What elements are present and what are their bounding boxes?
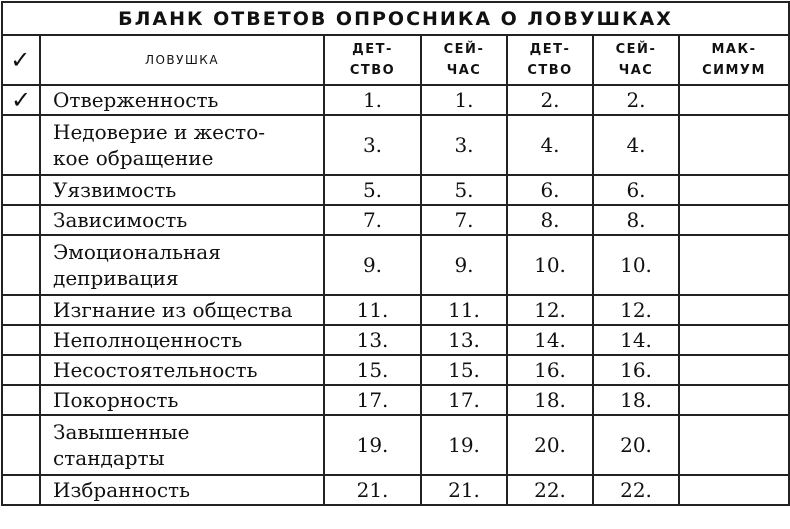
trap-name: Избранность (39, 474, 325, 506)
max-cell[interactable] (678, 174, 790, 206)
question-number: 5. (323, 174, 422, 206)
table-row: Зависимость 7. 7. 8. 8. (1, 204, 790, 236)
max-cell[interactable] (678, 294, 790, 326)
check-cell[interactable] (1, 204, 41, 236)
table-row: Неполноценность 13. 13. 14. 14. (1, 324, 790, 356)
question-number: 3. (323, 114, 422, 176)
trap-name: Уязвимость (39, 174, 325, 206)
question-number: 11. (323, 294, 422, 326)
max-cell[interactable] (678, 204, 790, 236)
table-row: Покорность 17. 17. 18. 18. (1, 384, 790, 416)
question-number: 6. (506, 174, 594, 206)
check-cell[interactable] (1, 474, 41, 506)
question-number: 6. (592, 174, 680, 206)
trap-name: Завышенные стандарты (39, 414, 325, 476)
check-cell[interactable] (1, 324, 41, 356)
max-cell[interactable] (678, 414, 790, 476)
question-number: 1. (323, 84, 422, 116)
question-number: 19. (420, 414, 508, 476)
check-cell[interactable] (1, 414, 41, 476)
header-childhood-1: Дет-ство (323, 34, 422, 86)
max-cell[interactable] (678, 114, 790, 176)
question-number: 20. (592, 414, 680, 476)
question-number: 18. (592, 384, 680, 416)
table-row: ✓ Отверженность 1. 1. 2. 2. (1, 84, 790, 116)
question-number: 13. (420, 324, 508, 356)
question-number: 9. (420, 234, 508, 296)
question-number: 12. (592, 294, 680, 326)
question-number: 13. (323, 324, 422, 356)
table-row: Завышенные стандарты 19. 19. 20. 20. (1, 414, 790, 476)
form-title: БЛАНК ОТВЕТОВ ОПРОСНИКА О ЛОВУШКАХ (1, 1, 790, 36)
header-childhood-2: Дет-ство (506, 34, 594, 86)
question-number: 16. (592, 354, 680, 386)
trap-name: Зависимость (39, 204, 325, 236)
question-number: 20. (506, 414, 594, 476)
question-number: 17. (323, 384, 422, 416)
trap-name: Эмоциональная депривация (39, 234, 325, 296)
table-row: Эмоциональная депривация 9. 9. 10. 10. (1, 234, 790, 296)
question-number: 1. (420, 84, 508, 116)
table-row: Несостоятельность 15. 15. 16. 16. (1, 354, 790, 386)
question-number: 10. (592, 234, 680, 296)
question-number: 2. (592, 84, 680, 116)
header-trap: Ловушка (39, 34, 325, 86)
trap-name: Покорность (39, 384, 325, 416)
question-number: 16. (506, 354, 594, 386)
max-cell[interactable] (678, 384, 790, 416)
question-number: 4. (592, 114, 680, 176)
answer-table: БЛАНК ОТВЕТОВ ОПРОСНИКА О ЛОВУШКАХ ✓ Лов… (1, 1, 790, 506)
check-cell[interactable] (1, 354, 41, 386)
question-number: 7. (323, 204, 422, 236)
question-number: 8. (506, 204, 594, 236)
check-cell[interactable] (1, 174, 41, 206)
table-row: Изгнание из общества 11. 11. 12. 12. (1, 294, 790, 326)
question-number: 21. (323, 474, 422, 506)
question-number: 3. (420, 114, 508, 176)
question-number: 5. (420, 174, 508, 206)
trap-name: Изгнание из общества (39, 294, 325, 326)
question-number: 7. (420, 204, 508, 236)
trap-name: Недоверие и жесто-кое обращение (39, 114, 325, 176)
trap-name: Отверженность (39, 84, 325, 116)
max-cell[interactable] (678, 354, 790, 386)
question-number: 22. (592, 474, 680, 506)
check-cell[interactable] (1, 294, 41, 326)
check-mark-icon: ✓ (1, 34, 41, 86)
table-row: Избранность 21. 21. 22. 22. (1, 474, 790, 506)
max-cell[interactable] (678, 84, 790, 116)
max-cell[interactable] (678, 234, 790, 296)
question-number: 21. (420, 474, 508, 506)
trap-name: Неполноценность (39, 324, 325, 356)
question-number: 19. (323, 414, 422, 476)
question-number: 18. (506, 384, 594, 416)
question-number: 10. (506, 234, 594, 296)
check-cell[interactable] (1, 384, 41, 416)
question-number: 22. (506, 474, 594, 506)
max-cell[interactable] (678, 324, 790, 356)
question-number: 2. (506, 84, 594, 116)
question-number: 8. (592, 204, 680, 236)
question-number: 15. (420, 354, 508, 386)
question-number: 14. (506, 324, 594, 356)
question-number: 9. (323, 234, 422, 296)
question-number: 15. (323, 354, 422, 386)
check-cell[interactable] (1, 234, 41, 296)
header-now-2: Сей-час (592, 34, 680, 86)
question-number: 12. (506, 294, 594, 326)
question-number: 17. (420, 384, 508, 416)
max-cell[interactable] (678, 474, 790, 506)
question-number: 4. (506, 114, 594, 176)
header-now-1: Сей-час (420, 34, 508, 86)
header-row: ✓ Ловушка Дет-ство Сей-час Дет-ство Сей-… (1, 34, 790, 86)
trap-name: Несостоятельность (39, 354, 325, 386)
check-cell[interactable] (1, 114, 41, 176)
table-row: Уязвимость 5. 5. 6. 6. (1, 174, 790, 206)
question-number: 11. (420, 294, 508, 326)
check-cell[interactable]: ✓ (1, 84, 41, 116)
header-max: Мак-симум (678, 34, 790, 86)
question-number: 14. (592, 324, 680, 356)
table-row: Недоверие и жесто-кое обращение 3. 3. 4. 4. (1, 114, 790, 176)
